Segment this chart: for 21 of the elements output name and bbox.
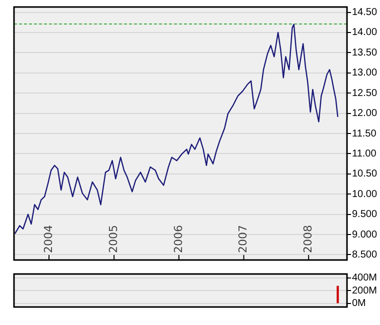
y-tick-label: 10.50: [352, 168, 378, 180]
y-tick-label: 400M: [352, 272, 378, 284]
y-tick-label: 13.00: [352, 68, 378, 79]
y-tick-label: 9.500: [352, 209, 378, 220]
y-tick-label: 0M: [352, 298, 366, 310]
y-tick-label: 10.00: [352, 188, 378, 200]
y-tick-label: 12.50: [352, 88, 378, 99]
y-tick-label: 12.00: [352, 108, 378, 120]
y-tick-label: 14.50: [352, 7, 378, 18]
y-tick-label: 11.00: [352, 148, 377, 160]
y-tick-label: 14.00: [352, 27, 378, 38]
x-tick-label: 2008: [301, 225, 314, 253]
y-tick-label: 11.50: [352, 128, 377, 140]
x-tick-label: 2005: [106, 225, 120, 253]
y-tick-label: 8.500: [352, 249, 378, 260]
x-tick-label: 2004: [42, 225, 55, 253]
y-tick-label: 13.50: [352, 47, 378, 58]
y-tick-label: 200M: [352, 285, 378, 296]
x-tick-label: 2007: [236, 225, 250, 253]
x-tick-label: 2006: [172, 225, 185, 253]
y-tick-label: 9.000: [352, 229, 378, 240]
